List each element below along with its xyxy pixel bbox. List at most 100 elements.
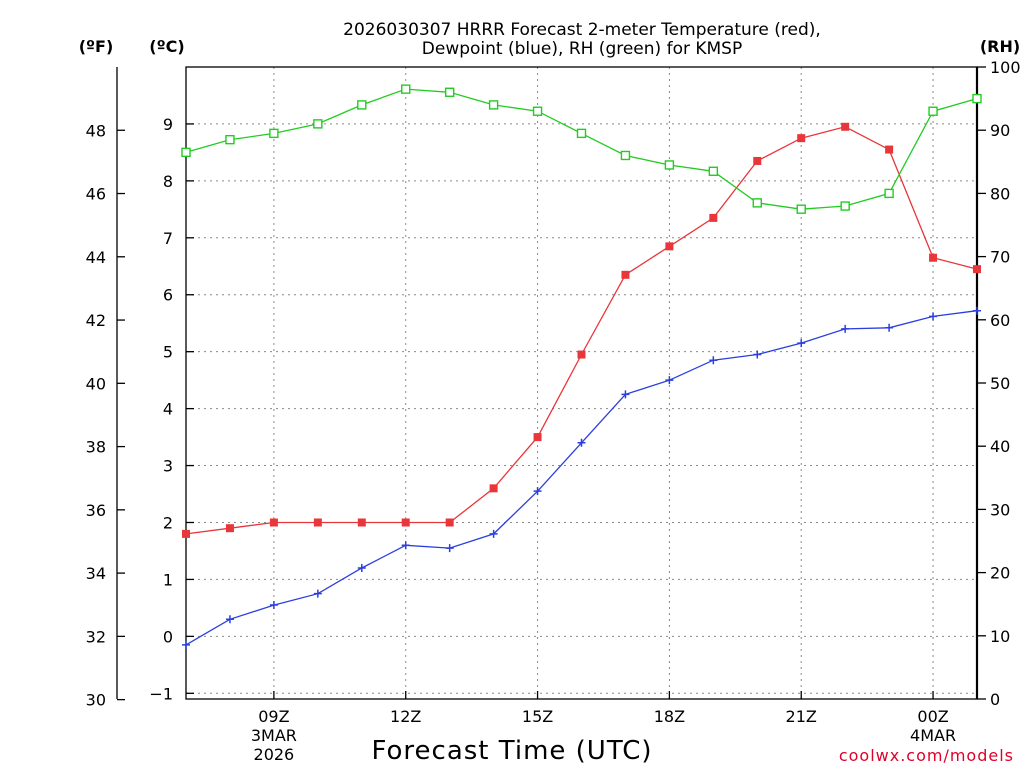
rh-tick-label: 100 [990, 58, 1021, 77]
dewpoint-point [489, 529, 498, 538]
rh-tick-label: 60 [990, 311, 1010, 330]
celsius-tick-label: 0 [163, 627, 173, 646]
dewpoint-point [621, 390, 630, 399]
source-credit: coolwx.com/models [839, 746, 1014, 765]
fahrenheit-tick-label: 36 [86, 501, 106, 520]
rh-point [664, 160, 675, 170]
fahrenheit-tick-label: 30 [86, 691, 106, 710]
dewpoint-point [533, 487, 542, 496]
celsius-tick-label: 2 [163, 513, 173, 532]
celsius-tick-label: 7 [163, 229, 173, 248]
rh-tick-label: 20 [990, 564, 1010, 583]
chart-title-line1: 2026030307 HRRR Forecast 2-meter Tempera… [343, 20, 821, 40]
fahrenheit-tick-label: 44 [86, 248, 106, 267]
x-tick-label-09Z: 09Z [258, 707, 289, 726]
series-layer [181, 84, 982, 649]
dewpoint-line [185, 310, 978, 646]
dewpoint-point [929, 312, 938, 321]
fahrenheit-tick-label: 32 [86, 627, 106, 646]
celsius-tick-label: 8 [163, 172, 173, 191]
celsius-tick-label: −1 [149, 684, 173, 703]
fahrenheit-tick-label: 46 [86, 185, 106, 204]
dewpoint-point [885, 323, 894, 332]
rh-tick-label: 30 [990, 500, 1010, 519]
rh-point [269, 128, 279, 139]
temperature-point [357, 518, 366, 527]
rh-point [884, 188, 894, 199]
fahrenheit-tick-label: 48 [86, 121, 106, 140]
rh-tick-label: 80 [990, 184, 1010, 203]
x-tick-label-00Z: 00Z [917, 707, 948, 726]
celsius-tick-label: 3 [163, 457, 173, 476]
temperature-point [269, 518, 278, 527]
dewpoint-point [445, 544, 454, 553]
rh-line [185, 88, 978, 210]
celsius-tick-label: 6 [163, 286, 173, 305]
rh-tick-label: 70 [990, 248, 1010, 267]
fahrenheit-tick-label: 40 [86, 374, 106, 393]
dewpoint-point [357, 564, 366, 573]
rh-point [313, 119, 323, 129]
temperature-point [401, 518, 410, 527]
temperature-point [665, 242, 674, 251]
temperature-point [445, 518, 454, 527]
rh-point [752, 198, 762, 208]
temperature-line [185, 126, 978, 535]
fahrenheit-tick-label: 42 [86, 311, 106, 330]
temperature-point [182, 529, 190, 538]
celsius-tick-label: 5 [163, 343, 173, 362]
celsius-tick-label: 4 [163, 400, 173, 419]
temperature-point [489, 484, 498, 493]
x-date-label: 4MAR [910, 726, 956, 745]
rh-point [401, 84, 411, 94]
temperature-point [313, 518, 322, 527]
dewpoint-point [753, 350, 762, 359]
rh-point [928, 106, 938, 116]
fahrenheit-unit-label: (ºF) [79, 37, 114, 56]
rh-point [225, 134, 235, 145]
temperature-point [973, 265, 981, 274]
celsius-tick-label: 9 [163, 115, 173, 134]
rh-tick-label: 50 [990, 374, 1010, 393]
x-tick-label-15Z: 15Z [522, 707, 553, 726]
dewpoint-point [577, 438, 586, 447]
rh-point [840, 201, 850, 211]
rh-tick-label: 90 [990, 121, 1010, 140]
x-date-label: 3MAR [251, 726, 297, 745]
rh-point [488, 100, 499, 110]
dewpoint-point [269, 601, 278, 610]
temperature-point [225, 524, 234, 533]
axes: 30323436384042444648−1012345678901020304… [86, 58, 1021, 764]
dewpoint-point [709, 356, 718, 365]
rh-point [444, 87, 455, 97]
rh-point [357, 100, 367, 110]
temperature-point [533, 433, 542, 442]
temperature-point [709, 213, 718, 222]
dewpoint-point [665, 376, 674, 385]
dewpoint-point [313, 589, 322, 598]
temperature-point [929, 253, 938, 262]
dewpoint-point [401, 541, 410, 550]
temperature-point [577, 350, 586, 359]
temperature-point [621, 270, 630, 279]
rh-point [972, 93, 982, 104]
rh-tick-label: 0 [990, 690, 1000, 709]
celsius-tick-label: 1 [163, 570, 173, 589]
x-year-label: 2026 [254, 745, 295, 764]
rh-point [181, 147, 191, 158]
fahrenheit-tick-label: 38 [86, 438, 106, 457]
temperature-point [885, 145, 894, 154]
chart-title-line2: Dewpoint (blue), RH (green) for KMSP [422, 39, 742, 59]
dewpoint-point [797, 339, 806, 348]
fahrenheit-tick-label: 34 [86, 564, 106, 583]
grid-lines [186, 67, 977, 699]
rh-tick-label: 40 [990, 437, 1010, 456]
x-tick-label-12Z: 12Z [390, 707, 421, 726]
celsius-unit-label: (ºC) [149, 37, 184, 56]
dewpoint-point [973, 306, 981, 315]
dewpoint-point [841, 324, 850, 333]
rh-point [576, 128, 587, 139]
temperature-point [797, 134, 806, 143]
x-tick-label-18Z: 18Z [654, 707, 685, 726]
